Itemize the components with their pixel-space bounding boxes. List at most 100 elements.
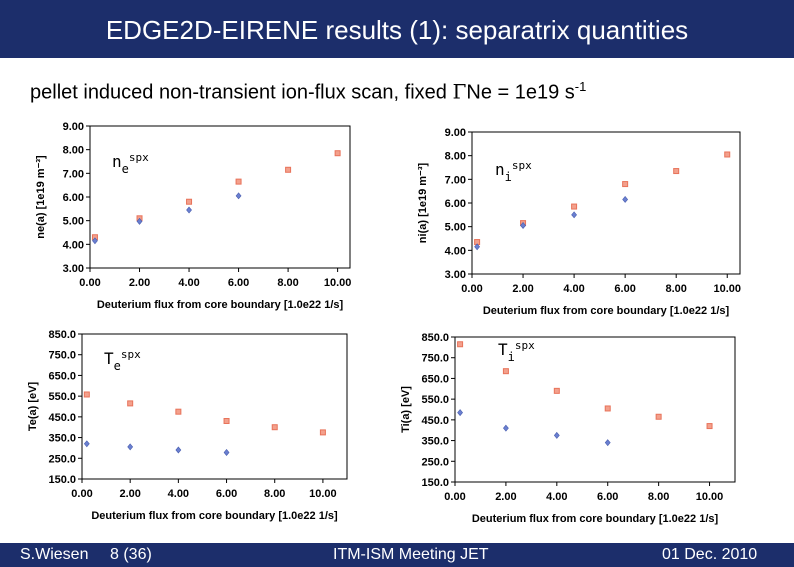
ni-ytick-label: 4.00	[445, 245, 466, 257]
ne-ytick-label: 8.00	[63, 145, 84, 157]
ne-xtick-label: 6.00	[228, 277, 249, 289]
chart-te-label: Tespx	[104, 348, 141, 373]
ti-ytick-label: 450.0	[421, 415, 449, 427]
te-series-1-point	[83, 440, 90, 448]
ne-series-1-point	[235, 192, 242, 200]
ni-ytick-label: 5.00	[445, 222, 466, 234]
ti-xtick-label: 2.00	[495, 491, 516, 503]
ti-series-0-point	[457, 341, 464, 348]
subtitle-exponent: -1	[574, 79, 587, 94]
te-ytick-label: 650.0	[48, 370, 76, 382]
ni-series-1-point	[474, 243, 480, 251]
ti-series-0-point	[502, 368, 509, 375]
te-x-axis-title: Deuterium flux from core boundary [1.0e2…	[91, 510, 338, 522]
ti-ytick-label: 350.0	[421, 436, 449, 448]
te-xtick-label: 8.00	[264, 488, 285, 500]
footer-date: 01 Dec. 2010	[662, 546, 758, 563]
te-ytick-label: 750.0	[48, 350, 76, 362]
footer-page: 8 (36)	[110, 546, 152, 563]
subtitle-text: pellet induced non-transient ion-flux sc…	[30, 81, 447, 104]
chart-te: 150.0 250.0 350.0 450.0 550.0 650.0 750.0 850.0…	[22, 322, 357, 532]
subtitle-equals: = 1e19 s	[491, 81, 575, 104]
ni-series-0-point	[724, 151, 731, 158]
ne-xtick-label: 0.00	[79, 277, 100, 289]
te-series-0-point	[319, 429, 326, 436]
ti-series-1-point	[457, 409, 463, 417]
te-series-0-point	[271, 424, 278, 431]
ti-series-0-point	[706, 423, 713, 430]
ti-xtick-label: 0.00	[444, 491, 465, 503]
ti-ytick-label: 650.0	[421, 373, 449, 385]
chart-ni-svg: 3.00 4.00 5.00 6.00 7.00 8.00 9.00 0.00 2.00 4.00…	[417, 127, 741, 317]
ni-xtick-label: 2.00	[512, 283, 533, 295]
te-series-0-point	[127, 400, 134, 407]
ti-xtick-label: 6.00	[597, 491, 618, 503]
ni-xtick-label: 8.00	[665, 283, 686, 295]
te-xtick-label: 2.00	[119, 488, 140, 500]
te-xtick-label: 4.00	[168, 488, 189, 500]
te-series-0-point	[223, 418, 230, 424]
te-series-1-point	[223, 449, 230, 456]
ti-series-1-point	[503, 424, 509, 432]
chart-ti: 150.0 250.0 350.0 450.0 550.0 650.0 750.0 850.0…	[400, 327, 745, 537]
te-ytick-label: 450.0	[48, 412, 76, 424]
slide-subtitle: pellet induced non-transient ion-flux sc…	[30, 79, 586, 105]
ne-xtick-label: 10.00	[324, 277, 352, 289]
ne-series-1-point	[186, 206, 192, 214]
chart-ne-label: nespx	[112, 151, 149, 176]
te-ytick-label: 550.0	[48, 391, 76, 403]
ne-ytick-label: 9.00	[63, 121, 84, 133]
ne-series-1-point	[136, 217, 143, 225]
ni-series-0-point	[622, 181, 629, 188]
ni-series-1-point	[622, 195, 629, 203]
slide-title: EDGE2D-EIRENE results (1): separatrix qu…	[0, 0, 794, 58]
footer-author: S.Wiesen	[20, 546, 89, 563]
ti-series-0-point	[655, 413, 662, 420]
ni-xtick-label: 6.00	[614, 283, 635, 295]
chart-ne: 3.00 4.00 5.00 6.00 7.00 8.00 9.00 0.00 2.00 4.00…	[30, 118, 355, 318]
ne-y-axis-title: ne(a) [1e19 m⁻³]	[35, 155, 47, 239]
ne-x-axis-title: Deuterium flux from core boundary [1.0e2…	[97, 299, 344, 311]
ti-series-0-point	[553, 387, 560, 394]
ti-series-0-point	[604, 405, 611, 412]
ni-y-axis-title: ni(a) [1e19 m⁻³]	[417, 162, 429, 243]
ni-series-1-point	[571, 211, 577, 219]
ti-xtick-label: 10.00	[696, 491, 724, 503]
ti-xtick-label: 8.00	[648, 491, 669, 503]
ne-ytick-label: 5.00	[63, 216, 84, 228]
chart-ti-svg: 150.0 250.0 350.0 450.0 550.0 650.0 750.0 850.0…	[400, 332, 736, 525]
ne-plot-frame	[89, 125, 351, 269]
ni-series-0-point	[673, 168, 680, 175]
ne-xtick-label: 4.00	[178, 277, 199, 289]
ni-series-1-point	[520, 222, 526, 229]
ne-series-1-point	[92, 237, 98, 245]
ne-series-0-point	[285, 166, 292, 173]
te-plot-frame	[81, 333, 348, 480]
ti-plot-frame	[454, 336, 736, 483]
ti-ytick-label: 750.0	[421, 353, 449, 365]
te-xtick-label: 6.00	[216, 488, 237, 500]
te-ytick-label: 250.0	[48, 453, 76, 465]
ne-series-0-point	[186, 198, 193, 205]
ti-ytick-label: 850.0	[421, 332, 449, 344]
chart-te-svg: 150.0 250.0 350.0 450.0 550.0 650.0 750.0 850.0…	[27, 329, 348, 522]
ni-ytick-label: 9.00	[445, 127, 466, 139]
footer-event: ITM-ISM Meeting JET	[333, 546, 489, 563]
ne-xtick-label: 8.00	[277, 277, 298, 289]
ti-y-axis-title: Ti(a) [eV]	[400, 386, 412, 433]
te-series-1-point	[127, 443, 134, 451]
ti-x-axis-title: Deuterium flux from core boundary [1.0e2…	[472, 513, 719, 525]
subtitle-species: Ne	[466, 81, 492, 104]
te-xtick-label: 0.00	[71, 488, 92, 500]
ne-ytick-label: 7.00	[63, 168, 84, 180]
ni-ytick-label: 6.00	[445, 198, 466, 210]
chart-ne-svg: 3.00 4.00 5.00 6.00 7.00 8.00 9.00 0.00 2.00 4.00…	[35, 121, 352, 311]
ni-xtick-label: 10.00	[713, 283, 741, 295]
ti-ytick-label: 250.0	[421, 456, 449, 468]
ne-xtick-label: 2.00	[129, 277, 150, 289]
ti-series-1-point	[553, 431, 560, 439]
ne-series-0-point	[334, 150, 341, 157]
ti-ytick-label: 550.0	[421, 394, 449, 406]
slide-footer: S.Wiesen 8 (36) ITM-ISM Meeting JET 01 D…	[0, 543, 794, 567]
chart-ti-label: Tispx	[498, 339, 535, 364]
